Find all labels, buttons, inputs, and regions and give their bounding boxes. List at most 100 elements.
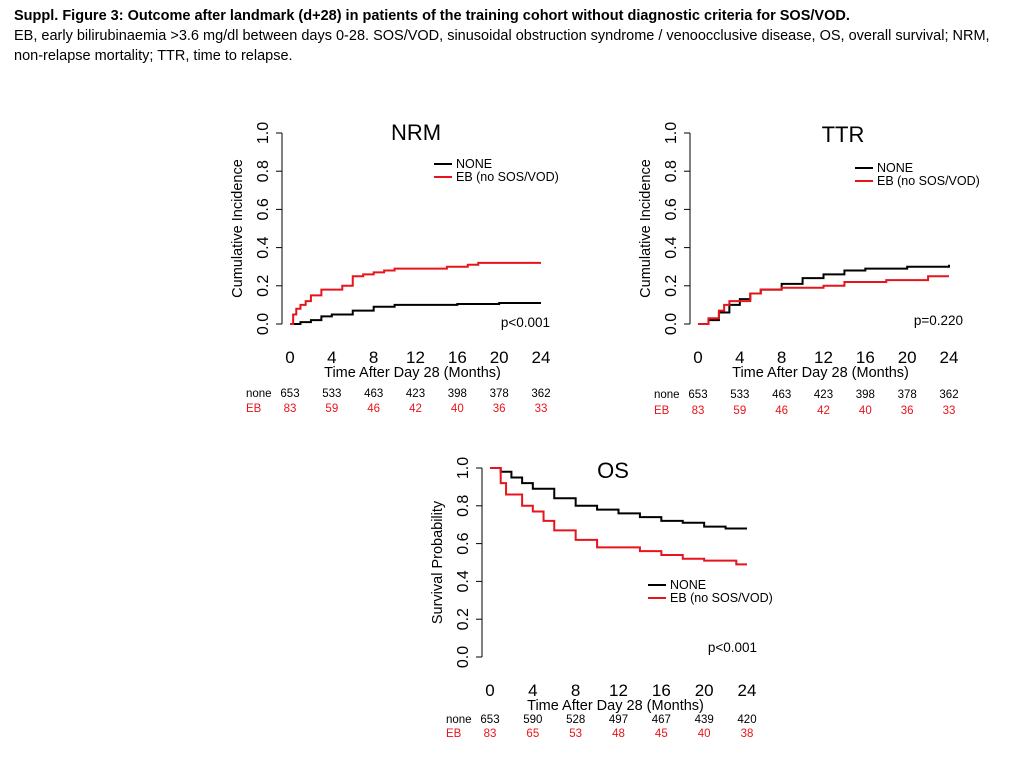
ttr-curve-none — [698, 264, 950, 325]
figure-title: Suppl. Figure 3: Outcome after landmark … — [14, 8, 850, 24]
os-y-label: Survival Probability — [430, 500, 446, 624]
os-chart: OS 0.0 0.2 0.4 0.6 0.8 1.0 Survival Probability… — [430, 457, 773, 740]
ttr-title: TTR — [822, 122, 865, 147]
os-x-tick-label: 16 — [652, 681, 671, 700]
ttr-risk-value: 653 — [688, 389, 707, 401]
ttr-risk-value: 40 — [859, 405, 872, 417]
ttr-risk-value: 398 — [856, 389, 875, 401]
os-risk-value: 467 — [652, 714, 671, 726]
ttr-x-tick-label: 4 — [735, 348, 744, 367]
os-curve-none — [490, 467, 747, 530]
nrm-y-tick-label: 1.0 — [255, 122, 272, 144]
os-risk-value: 653 — [480, 714, 499, 726]
os-x-tick-label: 4 — [528, 681, 537, 700]
os-y-tick-label: 0.8 — [455, 495, 472, 517]
os-y-tick-label: 0.0 — [455, 646, 472, 668]
os-risk-value: 40 — [698, 728, 711, 740]
os-risk-value: 590 — [523, 714, 542, 726]
nrm-x-tick-label: 16 — [448, 348, 467, 367]
os-x-tick-label: 12 — [609, 681, 628, 700]
os-risk-value: 497 — [609, 714, 628, 726]
ttr-x-tick-label: 16 — [856, 348, 875, 367]
ttr-x-label: Time After Day 28 (Months) — [732, 365, 909, 381]
nrm-x-tick-label: 0 — [285, 348, 294, 367]
nrm-y-tick-label: 0.4 — [255, 236, 272, 258]
figure-caption: Suppl. Figure 3: Outcome after landmark … — [14, 6, 1014, 66]
ttr-risk-value: 83 — [692, 405, 705, 417]
nrm-risk-value: 362 — [531, 388, 550, 400]
os-x-label: Time After Day 28 (Months) — [527, 698, 704, 714]
nrm-risk-value: 33 — [535, 403, 548, 415]
nrm-risk-value: 533 — [322, 388, 341, 400]
ttr-risk-value: 36 — [901, 405, 914, 417]
nrm-p-value: p<0.001 — [501, 315, 550, 330]
os-risk-row-label: EB — [446, 728, 462, 740]
os-risk-value: 65 — [526, 728, 539, 740]
nrm-risk-value: 83 — [284, 403, 297, 415]
os-risk-value: 45 — [655, 728, 668, 740]
os-y-tick-label: 0.6 — [455, 532, 472, 554]
os-title: OS — [597, 458, 629, 483]
figure-legend-text: EB, early bilirubinaemia >3.6 mg/dl betw… — [14, 28, 990, 64]
nrm-curve-eb — [290, 261, 541, 325]
ttr-y-tick-label: 0.2 — [663, 275, 680, 297]
nrm-risk-row-label: EB — [246, 403, 262, 415]
ttr-risk-row-label: none — [654, 389, 680, 401]
ttr-y-tick-label: 1.0 — [663, 122, 680, 144]
os-x-tick-label: 24 — [738, 681, 757, 700]
nrm-risk-value: 36 — [493, 403, 506, 415]
os-p-value: p<0.001 — [708, 640, 757, 655]
nrm-title: NRM — [391, 120, 441, 145]
nrm-curve-none — [290, 301, 541, 325]
nrm-x-tick-label: 8 — [369, 348, 378, 367]
ttr-risk-value: 46 — [775, 405, 788, 417]
nrm-risk-value: 378 — [490, 388, 509, 400]
nrm-y-label: Cumulative Incidence — [230, 159, 246, 298]
os-risk-value: 420 — [737, 714, 756, 726]
ttr-risk-value: 378 — [898, 389, 917, 401]
nrm-x-tick-label: 20 — [490, 348, 509, 367]
ttr-y-tick-label: 0.8 — [663, 160, 680, 182]
os-risk-row-label: none — [446, 714, 472, 726]
ttr-legend-label: EB (no SOS/VOD) — [877, 174, 980, 188]
ttr-x-tick-label: 8 — [777, 348, 786, 367]
nrm-risk-value: 463 — [364, 388, 383, 400]
nrm-legend-label: EB (no SOS/VOD) — [456, 170, 559, 184]
os-y-tick-label: 0.4 — [455, 570, 472, 592]
os-x-tick-label: 8 — [571, 681, 580, 700]
os-risk-value: 38 — [741, 728, 754, 740]
nrm-risk-value: 653 — [280, 388, 299, 400]
nrm-y-tick-label: 0.2 — [255, 275, 272, 297]
ttr-y-label: Cumulative Incidence — [638, 159, 654, 298]
os-y-tick-label: 1.0 — [455, 457, 472, 479]
ttr-risk-value: 423 — [814, 389, 833, 401]
nrm-x-label: Time After Day 28 (Months) — [324, 365, 501, 381]
ttr-risk-value: 42 — [817, 405, 830, 417]
os-legend-label: EB (no SOS/VOD) — [670, 591, 773, 605]
os-x-tick-label: 20 — [695, 681, 714, 700]
ttr-curve-eb — [698, 275, 949, 325]
ttr-risk-value: 463 — [772, 389, 791, 401]
os-risk-value: 528 — [566, 714, 585, 726]
ttr-x-tick-label: 24 — [940, 348, 959, 367]
ttr-y-tick-label: 0.0 — [663, 313, 680, 335]
nrm-risk-value: 46 — [367, 403, 380, 415]
os-risk-value: 83 — [484, 728, 497, 740]
os-risk-value: 53 — [569, 728, 582, 740]
os-curve-eb — [490, 467, 747, 566]
ttr-x-tick-label: 20 — [898, 348, 917, 367]
os-x-tick-label: 0 — [485, 681, 494, 700]
ttr-risk-row-label: EB — [654, 405, 670, 417]
nrm-x-tick-label: 4 — [327, 348, 336, 367]
nrm-risk-value: 398 — [448, 388, 467, 400]
nrm-risk-value: 423 — [406, 388, 425, 400]
nrm-y-tick-label: 0.8 — [255, 160, 272, 182]
nrm-x-tick-label: 24 — [532, 348, 551, 367]
ttr-y-tick-label: 0.6 — [663, 198, 680, 220]
ttr-risk-value: 362 — [939, 389, 958, 401]
ttr-risk-value: 33 — [943, 405, 956, 417]
ttr-x-tick-label: 12 — [814, 348, 833, 367]
nrm-risk-row-label: none — [246, 388, 272, 400]
os-risk-value: 48 — [612, 728, 625, 740]
